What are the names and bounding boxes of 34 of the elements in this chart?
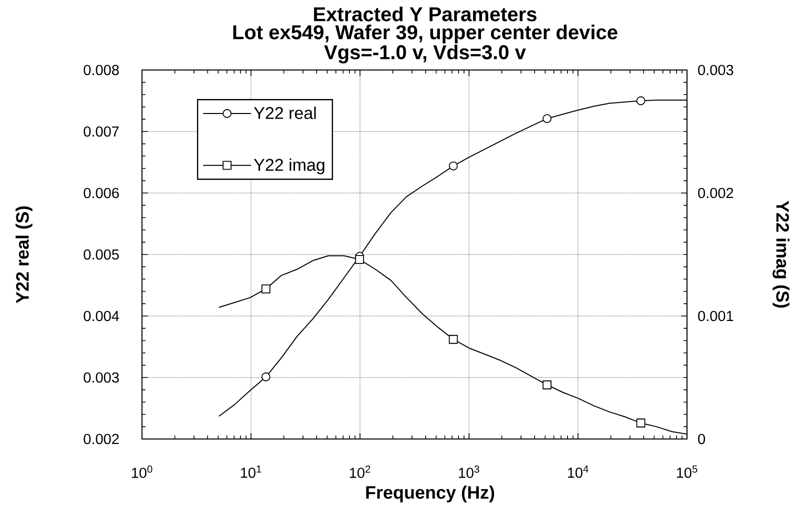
point bbox=[448, 334, 458, 344]
x-tick-label: 10$^{5}$ bbox=[676, 466, 698, 478]
x-tick-label: 10$^{1}$ bbox=[240, 466, 262, 478]
y-axis-title: Y22 real (S) bbox=[16, 206, 32, 304]
y2-tick-label: 0.002 bbox=[698, 188, 734, 198]
point bbox=[542, 380, 552, 390]
y-tick-label: 0.006 bbox=[84, 188, 119, 198]
x-axis-title: Frequency (Hz) bbox=[366, 486, 494, 502]
legend-label: Y22 imag bbox=[254, 158, 324, 174]
point bbox=[355, 254, 364, 264]
chart-title: Extracted Y Parameters bbox=[314, 6, 536, 22]
x-tick-label: 10$^{4}$ bbox=[568, 466, 588, 478]
point bbox=[261, 372, 270, 382]
y-tick-label: 0.003 bbox=[84, 372, 119, 383]
x-tick-label: 10$^{0}$ bbox=[132, 466, 152, 478]
point bbox=[448, 161, 458, 170]
y2-tick-label: 0.003 bbox=[698, 64, 734, 76]
text: Vgs=-1.0 v, Vds=3.0 v bbox=[324, 44, 526, 64]
y2-tick-label: 0 bbox=[698, 434, 706, 444]
x-tick-label: 10$^{3}$ bbox=[458, 466, 480, 478]
y-tick-label: 0.002 bbox=[84, 434, 119, 444]
chart-subtitle: Lot ex549, Wafer 39, upper center device bbox=[233, 24, 618, 44]
y-tick-label: 0.004 bbox=[84, 310, 120, 322]
y-tick-label: 0.007 bbox=[84, 126, 119, 137]
point bbox=[636, 96, 646, 106]
legend-label: Y22 real bbox=[254, 106, 316, 120]
point bbox=[636, 418, 646, 428]
y-tick-label: 0.008 bbox=[84, 64, 119, 76]
y2-axis-title: Y22 imag (S) bbox=[772, 200, 790, 308]
point bbox=[542, 114, 552, 124]
x-tick-label: 10$^{2}$ bbox=[350, 466, 370, 478]
y-tick-label: 0.005 bbox=[84, 249, 119, 260]
y2-tick-label: 0.001 bbox=[698, 310, 734, 322]
point bbox=[261, 284, 270, 294]
